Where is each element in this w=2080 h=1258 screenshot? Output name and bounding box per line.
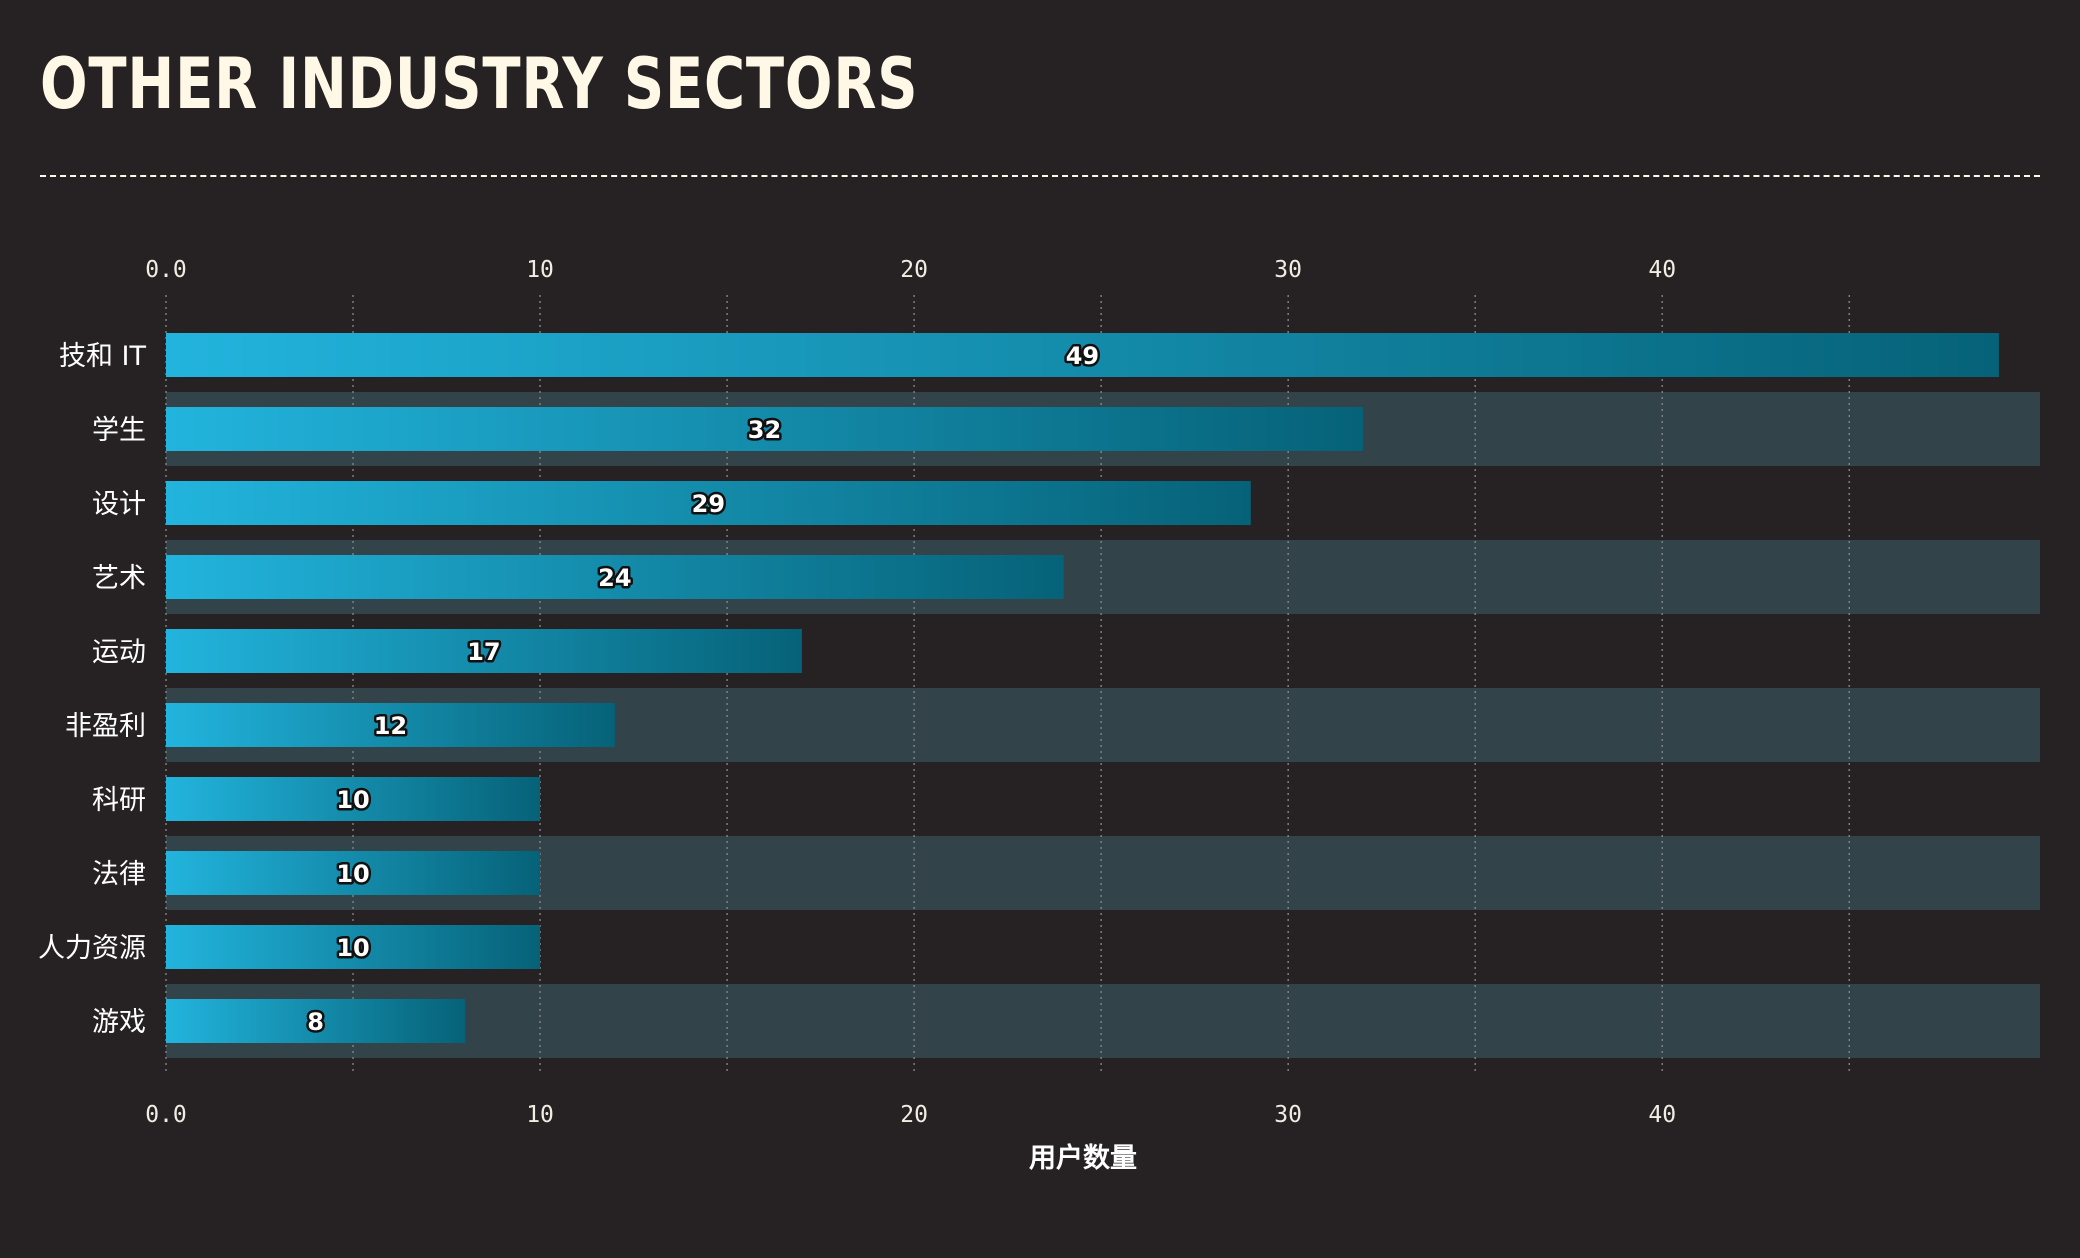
title-divider xyxy=(40,175,2040,177)
bar-value-label: 10 xyxy=(336,860,369,888)
bar-value-label: 10 xyxy=(336,786,369,814)
chart-title: OTHER INDUSTRY SECTORS xyxy=(40,43,919,125)
category-label: 人力资源 xyxy=(38,933,146,964)
category-label: 科研 xyxy=(92,785,146,816)
bar-value-label: 24 xyxy=(598,564,631,592)
gridlines xyxy=(165,295,1850,1075)
x-tick-label: 30 xyxy=(1274,257,1302,283)
row-band xyxy=(166,984,2040,1058)
bar-value-label: 8 xyxy=(307,1008,324,1036)
bar-value-label: 12 xyxy=(374,712,407,740)
bar xyxy=(166,555,1064,599)
category-label: 艺术 xyxy=(92,563,146,594)
bars xyxy=(166,333,1999,1043)
x-tick-label: 0.0 xyxy=(145,1102,187,1128)
category-label: 游戏 xyxy=(92,1007,146,1038)
x-tick-label: 10 xyxy=(526,1102,554,1128)
bar xyxy=(166,777,541,821)
x-tick-label: 40 xyxy=(1648,1102,1676,1128)
x-tick-label: 30 xyxy=(1274,1102,1302,1128)
bar-value-label: 29 xyxy=(692,490,725,518)
bar xyxy=(166,925,541,969)
bar-value-label: 32 xyxy=(748,416,781,444)
x-tick-label: 40 xyxy=(1648,257,1676,283)
bar xyxy=(166,481,1251,525)
bar xyxy=(166,999,466,1043)
bar xyxy=(166,703,615,747)
category-label: 法律 xyxy=(92,859,146,890)
x-tick-label: 20 xyxy=(900,257,928,283)
category-label: 运动 xyxy=(92,637,146,668)
category-label: 非盈利 xyxy=(65,711,146,742)
x-axis-title: 用户数量 xyxy=(1029,1142,1137,1174)
bar xyxy=(166,851,541,895)
bar xyxy=(166,333,1999,377)
category-label: 技和 IT xyxy=(59,341,147,372)
category-label: 设计 xyxy=(92,489,146,520)
category-label: 学生 xyxy=(92,415,146,446)
bar-value-label: 49 xyxy=(1066,342,1099,370)
bar xyxy=(166,407,1363,451)
bar xyxy=(166,629,802,673)
bar-value-label: 10 xyxy=(336,934,369,962)
bar-value-label: 17 xyxy=(467,638,500,666)
labels: 49 技和 IT 32 学生 29 设计 24 艺术 17 运动 12 非盈利 10 科研 10 法律 10 人力… xyxy=(38,257,1676,1128)
x-tick-label: 0.0 xyxy=(145,257,187,283)
x-tick-label: 10 xyxy=(526,257,554,283)
x-tick-label: 20 xyxy=(900,1102,928,1128)
